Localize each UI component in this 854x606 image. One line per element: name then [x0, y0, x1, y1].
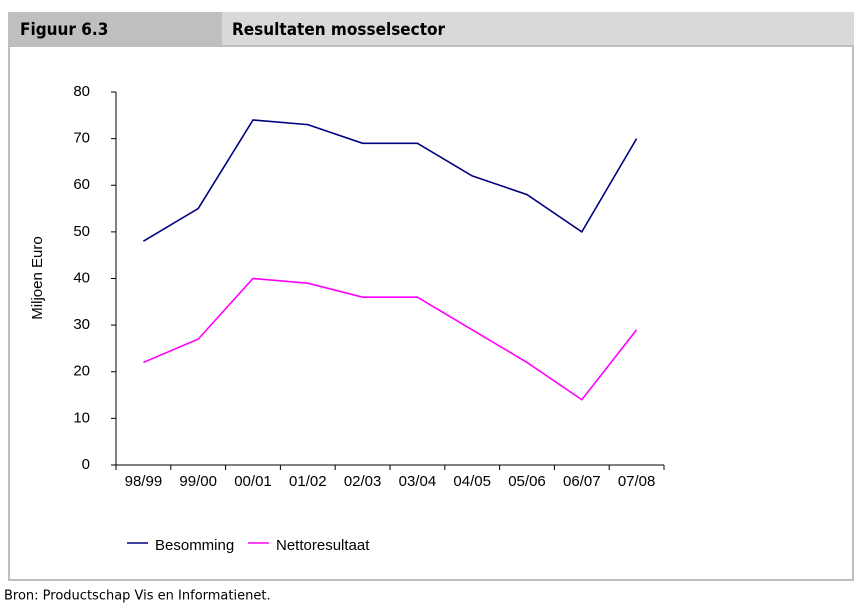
legend-label: Nettoresultaat — [276, 537, 370, 554]
x-tick-label: 99/00 — [179, 473, 217, 490]
series-line — [142, 119, 638, 242]
y-tick-label: 20 — [73, 363, 90, 380]
x-tick-label: 04/05 — [453, 473, 491, 490]
y-tick-label: 80 — [73, 83, 90, 100]
figure-label: Figuur 6.3 — [20, 20, 108, 40]
source: Bron: Productschap Vis en Informatienet. — [4, 589, 271, 604]
y-tick-label: 70 — [73, 130, 90, 147]
figure-title: Resultaten mosselsector — [232, 20, 446, 40]
y-tick-label: 50 — [73, 223, 90, 240]
x-tick-label: 06/07 — [563, 473, 601, 490]
chart-frame — [8, 45, 854, 581]
series-line — [143, 277, 638, 401]
x-tick-label: 01/02 — [289, 473, 327, 490]
y-tick-label: 10 — [73, 409, 90, 426]
y-tick-label: 0 — [82, 456, 90, 473]
x-tick-label: 00/01 — [234, 473, 272, 490]
header-label-bg — [8, 12, 222, 46]
x-tick-label: 02/03 — [344, 473, 382, 490]
y-tick-label: 60 — [73, 176, 90, 193]
x-tick-label: 05/06 — [508, 473, 546, 490]
y-tick-label: 30 — [73, 316, 90, 333]
x-tick-label: 98/99 — [125, 473, 163, 490]
y-axis-label: Miljoen Euro — [29, 236, 46, 319]
x-tick-label: 07/08 — [618, 473, 656, 490]
x-tick-label: 03/04 — [399, 473, 437, 490]
legend-label: Besomming — [155, 537, 234, 554]
y-tick-label: 40 — [73, 269, 90, 286]
